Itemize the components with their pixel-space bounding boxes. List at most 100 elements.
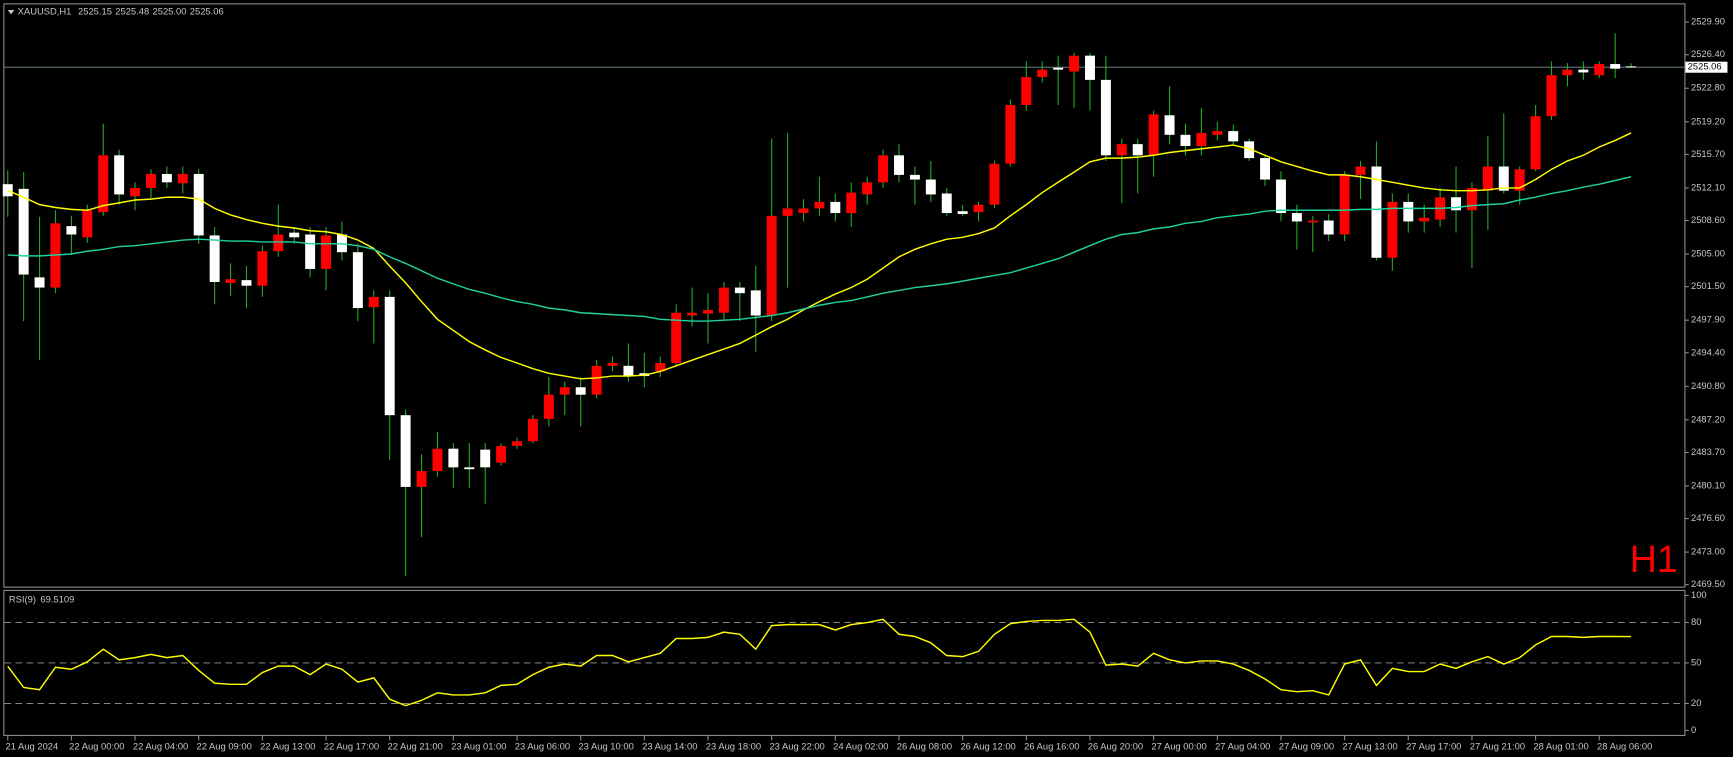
candle-body <box>146 173 156 188</box>
y-tick-label: 80 <box>1691 616 1701 627</box>
y-tick-label: 2529.90 <box>1691 16 1725 27</box>
y-tick-label: 2519.20 <box>1691 115 1725 126</box>
candle-body <box>1164 115 1175 135</box>
candle-body <box>1053 67 1064 70</box>
candle-body <box>400 415 411 487</box>
candle-body <box>1260 158 1271 180</box>
current-price-label: 2525.06 <box>1688 61 1722 72</box>
ohlc-label: 2525.48 <box>115 6 149 17</box>
candle-body <box>1498 166 1509 191</box>
x-tick-label: 23 Aug 18:00 <box>706 741 761 752</box>
x-tick-label: 23 Aug 01:00 <box>451 741 506 752</box>
candle-body <box>34 277 45 288</box>
candle-body <box>432 448 443 472</box>
candle-body <box>1307 220 1318 223</box>
ohlc-label: 2525.06 <box>190 6 224 17</box>
y-tick-label: 2505.00 <box>1691 248 1725 259</box>
candle-body <box>1275 179 1286 214</box>
candle-body <box>862 182 873 195</box>
indicator-value: 69.5109 <box>40 593 74 604</box>
candle-body <box>527 418 538 442</box>
candle-body <box>1132 144 1143 156</box>
candle-body <box>925 179 936 195</box>
candle-body <box>846 192 857 214</box>
candle-body <box>878 155 889 183</box>
x-tick-label: 23 Aug 06:00 <box>515 741 570 752</box>
candle-body <box>98 155 109 213</box>
candle-body <box>66 226 77 235</box>
candle-body <box>1005 105 1016 164</box>
candle-body <box>543 394 554 419</box>
candle-body <box>1610 64 1621 69</box>
candle-body <box>1562 69 1573 76</box>
candle-body <box>257 251 268 286</box>
candle-body <box>623 365 634 377</box>
candle-body <box>973 204 984 213</box>
y-tick-label: 2483.70 <box>1691 446 1725 457</box>
candle-body <box>607 363 618 366</box>
x-tick-label: 27 Aug 21:00 <box>1470 741 1525 752</box>
candle-body <box>480 449 491 468</box>
x-tick-label: 28 Aug 06:00 <box>1597 741 1652 752</box>
candle-body <box>750 290 761 316</box>
candle-body <box>1228 131 1239 142</box>
timeframe-label: H1 <box>1630 538 1678 580</box>
candle-body <box>1387 201 1398 258</box>
y-tick-label: 2469.50 <box>1691 578 1725 589</box>
candle-body <box>1021 77 1032 106</box>
y-tick-label: 2512.10 <box>1691 181 1725 192</box>
x-tick-label: 22 Aug 04:00 <box>133 741 188 752</box>
candle-body <box>734 287 745 294</box>
candle-body <box>703 309 713 314</box>
y-tick-label: 50 <box>1691 656 1701 667</box>
candle-body <box>448 448 459 468</box>
candle-body <box>416 471 427 487</box>
candle-body <box>1116 144 1127 156</box>
moving-average-line <box>7 132 1632 380</box>
x-tick-label: 26 Aug 16:00 <box>1024 741 1079 752</box>
indicator-title: RSI(9) <box>9 593 36 604</box>
candle-body <box>321 235 332 269</box>
x-tick-label: 28 Aug 01:00 <box>1533 741 1588 752</box>
moving-average-line <box>7 176 1632 322</box>
candle-body <box>1180 134 1191 147</box>
candle-body <box>1085 55 1095 80</box>
candle-body <box>1578 69 1589 73</box>
candle-body <box>1419 217 1430 222</box>
y-tick-label: 2487.20 <box>1691 413 1725 424</box>
candle-body <box>130 187 141 197</box>
x-tick-label: 27 Aug 17:00 <box>1406 741 1461 752</box>
candle-body <box>1546 75 1557 117</box>
candle-body <box>909 174 920 180</box>
candle-body <box>718 287 729 313</box>
x-tick-label: 26 Aug 12:00 <box>960 741 1015 752</box>
y-tick-label: 2480.10 <box>1691 479 1725 490</box>
y-tick-label: 2522.80 <box>1691 82 1725 93</box>
candle-body <box>1530 116 1541 170</box>
x-tick-label: 27 Aug 09:00 <box>1279 741 1334 752</box>
candle-body <box>1466 187 1477 211</box>
candle-body <box>1339 174 1350 235</box>
candle-body <box>177 173 188 184</box>
candle-body <box>1196 132 1207 147</box>
y-tick-label: 2501.50 <box>1691 280 1725 291</box>
candle-body <box>1148 114 1159 156</box>
candle-body <box>1323 220 1334 235</box>
x-tick-label: 22 Aug 17:00 <box>324 741 379 752</box>
rsi-line <box>7 618 1632 707</box>
candle-body <box>193 173 204 236</box>
candle-body <box>766 215 777 316</box>
x-tick-label: 23 Aug 22:00 <box>769 741 824 752</box>
candle-body <box>655 363 666 372</box>
candle-body <box>1037 69 1048 78</box>
candle-body <box>941 193 952 214</box>
y-tick-label: 2490.80 <box>1691 380 1725 391</box>
candle-body <box>957 211 968 214</box>
candle-body <box>894 155 904 175</box>
candle-body <box>687 312 698 316</box>
candle-body <box>18 188 29 275</box>
candle-body <box>352 252 363 309</box>
symbol-label: XAUUSD,H1 <box>18 6 72 17</box>
